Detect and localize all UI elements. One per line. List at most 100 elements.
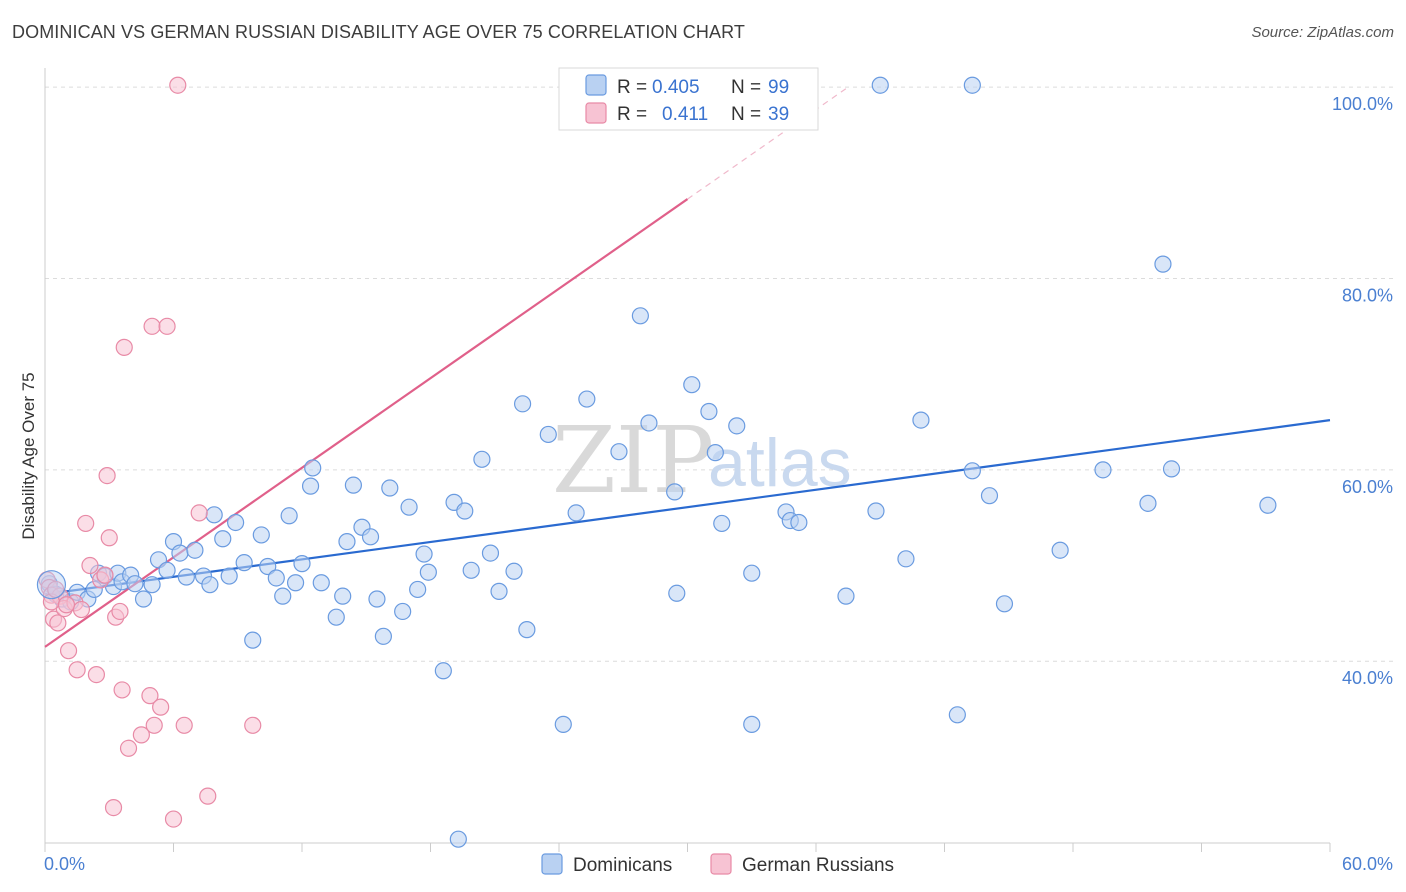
point-0-51 xyxy=(409,580,427,599)
data-points xyxy=(36,76,1277,848)
point-0-89 xyxy=(948,706,966,724)
point-0-43 xyxy=(344,476,362,494)
point-0-73 xyxy=(668,584,686,602)
bottom-legend-swatch-dominicans xyxy=(541,853,563,875)
point-0-23 xyxy=(201,576,219,594)
point-0-25 xyxy=(214,530,232,548)
point-0-47 xyxy=(374,627,392,645)
axes xyxy=(44,68,1331,852)
point-0-50 xyxy=(400,498,418,516)
x-tick-label-min: 0.0% xyxy=(44,854,85,874)
point-0-46 xyxy=(368,590,386,608)
point-1-36 xyxy=(57,596,76,614)
legend-n-label-dominicans: N = xyxy=(731,77,761,98)
point-0-19 xyxy=(171,544,189,562)
point-0-24 xyxy=(205,506,223,524)
point-cluster-origin xyxy=(36,570,67,600)
point-1-10 xyxy=(72,600,91,619)
point-0-59 xyxy=(473,450,491,468)
point-0-37 xyxy=(301,477,320,495)
point-0-98 xyxy=(1162,460,1181,478)
point-0-63 xyxy=(513,395,532,413)
point-1-37 xyxy=(96,566,114,584)
point-0-96 xyxy=(1139,494,1157,512)
bottom-legend-label-german-russians: German Russians xyxy=(742,855,894,876)
y-tick-label-3: 100.0% xyxy=(1332,94,1393,114)
point-0-13 xyxy=(126,575,144,593)
point-1-4 xyxy=(49,614,67,632)
point-0-85 xyxy=(867,502,885,520)
point-0-88 xyxy=(912,411,930,429)
point-0-30 xyxy=(252,526,270,544)
point-0-72 xyxy=(666,483,684,501)
point-0-93 xyxy=(995,595,1014,613)
point-1-34 xyxy=(244,716,262,734)
legend-swatch-dominicans xyxy=(585,74,607,96)
trend-line-0 xyxy=(44,419,1331,596)
point-0-29 xyxy=(244,631,262,649)
point-0-49 xyxy=(394,602,412,621)
point-0-39 xyxy=(312,574,330,592)
bottom-legend-swatch-german-russians xyxy=(710,853,732,875)
point-0-41 xyxy=(334,587,352,605)
point-0-95 xyxy=(1094,461,1112,479)
legend-r-label-dominicans: R = xyxy=(617,77,647,98)
point-1-16 xyxy=(100,529,118,547)
point-1-12 xyxy=(81,556,99,575)
x-tick-label-max: 60.0% xyxy=(1342,854,1393,874)
x-tick-labels: 0.0% 60.0% xyxy=(44,854,1393,874)
point-1-11 xyxy=(77,514,95,533)
y-tick-label-1: 60.0% xyxy=(1342,477,1393,497)
point-0-20 xyxy=(177,568,195,586)
point-0-74 xyxy=(683,376,701,394)
point-1-30 xyxy=(169,76,187,94)
point-0-99 xyxy=(1259,496,1277,514)
point-0-71 xyxy=(640,414,658,432)
point-0-58 xyxy=(462,561,480,579)
point-0-97 xyxy=(1154,255,1172,273)
point-1-28 xyxy=(158,317,176,335)
point-1-19 xyxy=(113,681,131,699)
point-0-91 xyxy=(963,462,981,480)
point-0-52 xyxy=(415,545,433,563)
point-0-38 xyxy=(304,459,322,477)
y-tick-labels: 40.0% 60.0% 80.0% 100.0% xyxy=(1332,94,1393,688)
point-0-26 xyxy=(220,567,238,585)
point-0-35 xyxy=(286,574,305,592)
y-tick-label-2: 80.0% xyxy=(1342,285,1393,305)
point-0-45 xyxy=(361,528,380,546)
point-1-32 xyxy=(190,504,208,522)
point-0-83 xyxy=(790,513,808,532)
legend-n-value-german-russians: 39 xyxy=(768,104,789,125)
point-0-21 xyxy=(186,541,204,559)
point-0-34 xyxy=(280,507,298,525)
trend-line-1 xyxy=(44,198,689,648)
point-0-86 xyxy=(871,76,889,94)
point-0-48 xyxy=(381,479,399,497)
point-1-29 xyxy=(164,810,183,828)
point-0-77 xyxy=(713,514,731,533)
point-0-84 xyxy=(837,587,855,605)
point-0-92 xyxy=(980,487,999,505)
legend: R = 0.405 N = 99 R = 0.411 N = 39 xyxy=(558,67,819,131)
point-1-31 xyxy=(175,716,193,734)
point-0-80 xyxy=(743,715,761,733)
point-0-76 xyxy=(706,444,724,462)
point-0-56 xyxy=(449,830,467,848)
y-tick-label-0: 40.0% xyxy=(1342,668,1393,688)
point-0-14 xyxy=(134,590,153,608)
point-0-42 xyxy=(338,533,356,551)
point-0-28 xyxy=(235,554,253,572)
watermark: ZIP atlas xyxy=(552,407,852,514)
point-1-22 xyxy=(104,798,123,817)
legend-n-label-german-russians: N = xyxy=(731,104,761,125)
point-0-66 xyxy=(554,715,572,733)
point-0-87 xyxy=(897,550,915,568)
point-0-53 xyxy=(419,563,437,581)
point-0-33 xyxy=(274,587,292,605)
watermark-zip: ZIP xyxy=(552,407,714,514)
point-1-23 xyxy=(132,726,150,744)
point-1-15 xyxy=(98,466,116,485)
point-1-9 xyxy=(68,661,86,679)
point-0-75 xyxy=(700,402,718,421)
